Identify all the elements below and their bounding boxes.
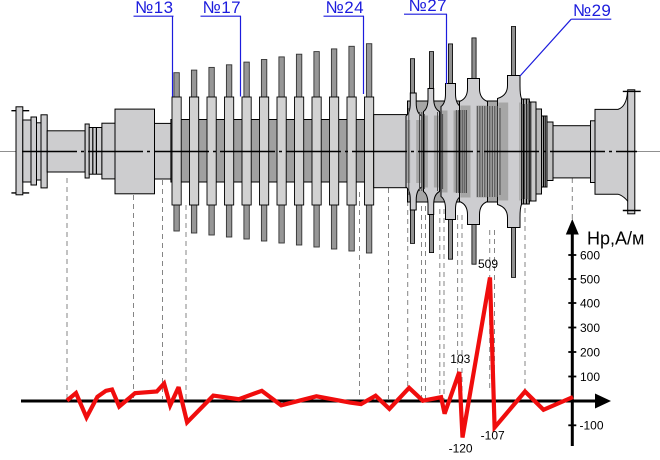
svg-text:№13: №13	[135, 0, 173, 17]
svg-text:-100: -100	[580, 419, 604, 433]
svg-text:200: 200	[580, 345, 600, 359]
svg-text:400: 400	[580, 296, 600, 310]
svg-text:500: 500	[580, 272, 600, 286]
svg-text:509: 509	[478, 257, 498, 271]
svg-text:-120: -120	[449, 441, 473, 455]
svg-text:№24: №24	[326, 0, 364, 17]
svg-text:300: 300	[580, 321, 600, 335]
svg-text:№27: №27	[409, 0, 447, 15]
svg-text:100: 100	[580, 370, 600, 384]
svg-text:№29: №29	[573, 1, 611, 20]
svg-text:№17: №17	[203, 0, 241, 17]
svg-text:600: 600	[580, 248, 600, 262]
svg-text:-107: -107	[481, 428, 505, 442]
svg-text:Нр,А/м: Нр,А/м	[587, 229, 644, 249]
svg-text:103: 103	[450, 352, 470, 366]
